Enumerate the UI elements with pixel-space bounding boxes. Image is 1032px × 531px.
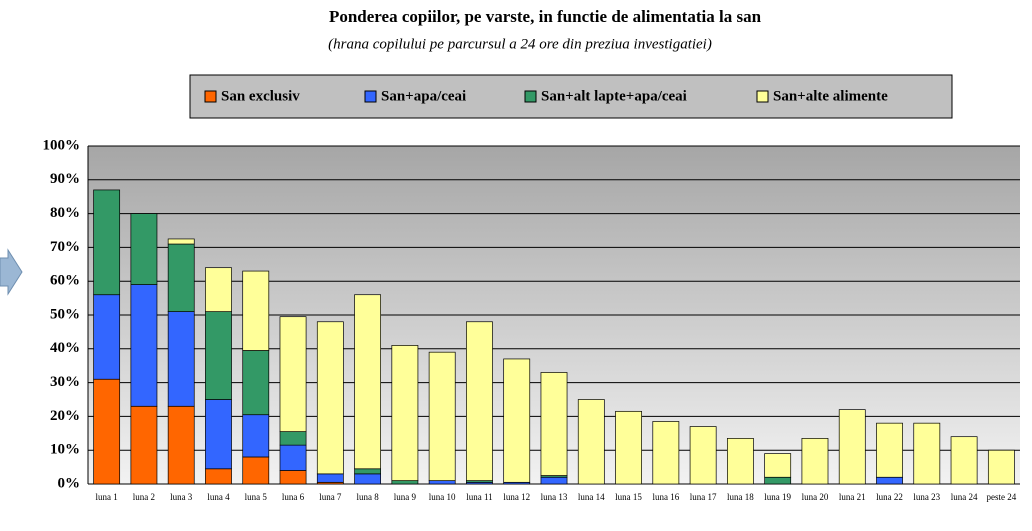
bar-segment — [242, 414, 270, 458]
x-tick-label: luna 12 — [503, 492, 530, 502]
bar-segment — [279, 470, 307, 485]
bar-segment — [93, 294, 121, 380]
bar-segment — [279, 316, 307, 432]
bar-segment — [167, 238, 195, 245]
bar-segment — [130, 405, 158, 485]
bar-segment — [876, 476, 903, 485]
bar-segment — [316, 321, 344, 475]
x-tick-label: luna 23 — [913, 492, 940, 502]
x-tick-label: luna 2 — [133, 492, 155, 502]
legend-label: San+alt lapte+apa/ceai — [541, 88, 687, 104]
y-tick-label: 40% — [50, 340, 80, 356]
bar-segment — [354, 473, 381, 485]
bar-segment — [316, 473, 344, 483]
bar-segment — [242, 456, 270, 485]
bar-segment — [93, 189, 121, 296]
x-tick-label: luna 5 — [245, 492, 268, 502]
y-tick-label: 100% — [43, 137, 81, 153]
bar-segment — [391, 345, 419, 481]
legend-swatch — [364, 90, 377, 103]
bar-segment — [801, 438, 829, 485]
bar-segment — [205, 399, 232, 470]
y-tick-label: 70% — [50, 239, 80, 255]
legend-label: San+apa/ceai — [381, 88, 466, 104]
chart-subtitle: (hrana copilului pe parcursul a 24 ore d… — [328, 36, 712, 52]
x-tick-label: luna 14 — [578, 492, 605, 502]
x-tick-label: luna 18 — [727, 492, 754, 502]
bar-segment — [242, 270, 270, 351]
bar-segment — [205, 468, 232, 485]
bar-segment — [130, 213, 158, 285]
arrow-icon — [0, 248, 23, 296]
bar-segment — [913, 422, 941, 485]
bar-segment — [540, 476, 568, 485]
bar-segment — [354, 468, 381, 475]
y-tick-label: 20% — [50, 408, 80, 424]
x-tick-label: luna 16 — [652, 492, 679, 502]
bar-segment — [987, 449, 1015, 485]
x-tick-label: luna 10 — [429, 492, 456, 502]
legend-box — [189, 74, 953, 119]
legend-swatch — [524, 90, 537, 103]
bar-segment — [615, 410, 642, 485]
x-tick-label: luna 21 — [839, 492, 866, 502]
bar-segment — [540, 372, 568, 476]
x-tick-label: luna 1 — [96, 492, 118, 502]
x-tick-label: peste 24 — [986, 492, 1016, 502]
bar-segment — [764, 476, 792, 485]
bar-segment — [354, 294, 381, 470]
x-tick-label: luna 22 — [876, 492, 903, 502]
bar-segment — [428, 351, 456, 481]
x-tick-label: luna 17 — [690, 492, 717, 502]
bar-segment — [167, 243, 195, 312]
x-tick-label: luna 11 — [466, 492, 492, 502]
bar-segment — [130, 284, 158, 407]
bar-segment — [466, 321, 493, 481]
bar-segment — [279, 444, 307, 471]
y-tick-label: 50% — [50, 306, 80, 322]
y-tick-label: 10% — [50, 442, 80, 458]
bar-segment — [950, 436, 978, 485]
bar-segment — [428, 480, 456, 485]
x-tick-label: luna 13 — [541, 492, 568, 502]
bar-segment — [689, 426, 717, 485]
bar-segment — [279, 431, 307, 446]
bar-segment — [876, 422, 903, 478]
x-tick-label: luna 7 — [319, 492, 342, 502]
x-tick-label: luna 20 — [802, 492, 829, 502]
legend-label: San+alte alimente — [773, 88, 888, 104]
bar-segment — [205, 311, 232, 400]
bar-segment — [652, 421, 680, 485]
x-tick-label: luna 24 — [951, 492, 978, 502]
bar-segment — [764, 453, 792, 478]
bar-segment — [503, 358, 531, 483]
bar-segment — [391, 480, 419, 485]
y-tick-label: 0% — [58, 475, 81, 491]
bar-segment — [93, 378, 121, 485]
legend-label: San exclusiv — [221, 88, 300, 104]
x-tick-label: luna 15 — [615, 492, 642, 502]
y-tick-label: 90% — [50, 171, 80, 187]
x-tick-label: luna 19 — [764, 492, 791, 502]
bar-segment — [577, 399, 605, 485]
x-tick-label: luna 3 — [170, 492, 193, 502]
y-tick-label: 30% — [50, 374, 80, 390]
bar-segment — [167, 405, 195, 485]
legend-swatch — [756, 90, 769, 103]
bar-segment — [838, 409, 866, 485]
chart-title: Ponderea copiilor, pe varste, in functie… — [329, 7, 762, 26]
y-tick-label: 80% — [50, 205, 80, 221]
legend-swatch — [204, 90, 217, 103]
x-tick-label: luna 9 — [394, 492, 417, 502]
bar-segment — [167, 311, 195, 407]
bar-segment — [242, 350, 270, 416]
x-tick-label: luna 8 — [356, 492, 379, 502]
y-tick-label: 60% — [50, 273, 80, 289]
x-tick-label: luna 6 — [282, 492, 305, 502]
bar-segment — [727, 438, 754, 485]
bar-segment — [205, 267, 232, 312]
x-tick-label: luna 4 — [207, 492, 230, 502]
